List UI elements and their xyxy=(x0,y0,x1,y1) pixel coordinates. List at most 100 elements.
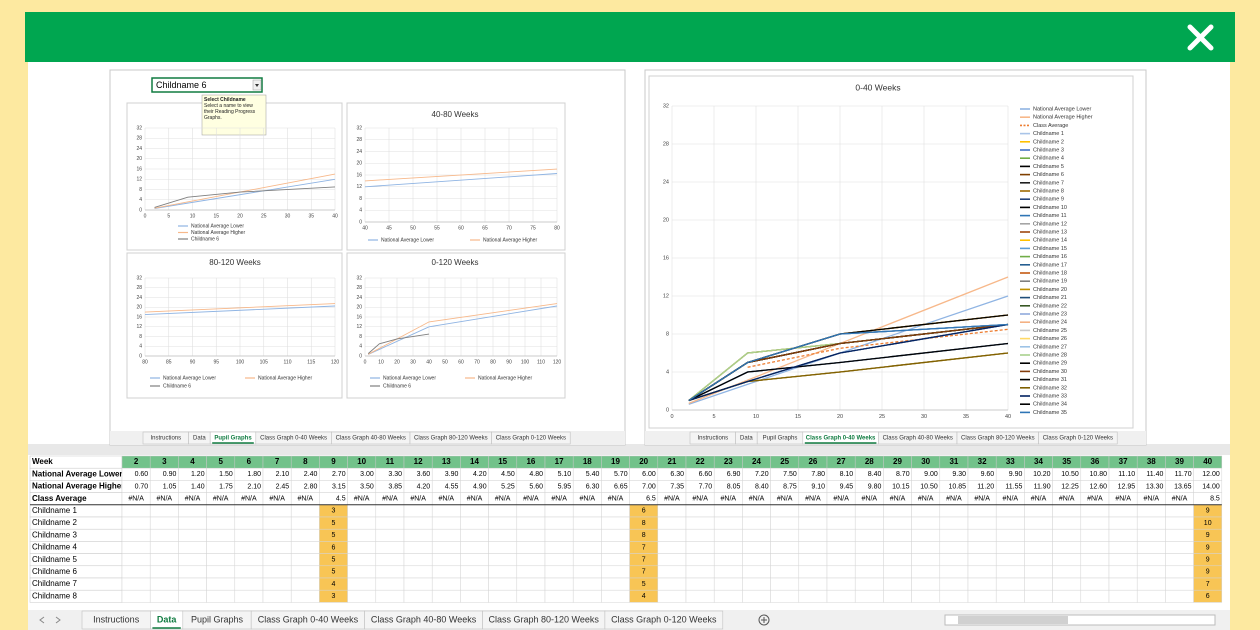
sheet-tab-label: Class Graph 40-80 Weeks xyxy=(371,614,477,624)
legend-label: National Average Higher xyxy=(258,375,312,381)
cell-value: 4 xyxy=(332,581,336,588)
tooltip-title: Select Childname xyxy=(204,97,246,103)
cell-value: 4.90 xyxy=(473,483,487,490)
cell xyxy=(178,516,207,530)
scrollbar[interactable] xyxy=(944,614,1216,626)
cell-value: 6.5 xyxy=(646,496,656,503)
cell-value: 3 xyxy=(332,593,336,600)
legend-label: Childname 19 xyxy=(1033,279,1067,285)
cell xyxy=(460,504,489,518)
series-line xyxy=(144,305,336,316)
legend-label: National Average Higher xyxy=(1033,115,1093,121)
legend-label: National Average Lower xyxy=(381,237,434,243)
cell-value: #N/A xyxy=(1172,496,1188,503)
sheet-tab[interactable] xyxy=(1038,431,1118,445)
x-tick-label: 5 xyxy=(167,213,170,219)
chart-frame xyxy=(126,252,343,399)
x-tick-label: 10 xyxy=(378,359,384,365)
dropdown[interactable] xyxy=(151,77,263,93)
tooltip-body: Select Childname Select a name to view t… xyxy=(204,97,255,121)
cell xyxy=(1024,553,1053,567)
cell-value: 10.50 xyxy=(920,483,938,490)
y-tick-label: 20 xyxy=(136,305,142,311)
cell-value: #N/A xyxy=(721,496,737,503)
header-label: Week xyxy=(32,457,53,466)
cell-value: 6.65 xyxy=(614,483,628,490)
x-tick-label: 60 xyxy=(458,225,464,231)
row-label: Childname 8 xyxy=(32,591,77,600)
sheet-tab-label: Class Graph 0-40 Weeks xyxy=(806,436,876,442)
cell xyxy=(1080,504,1110,518)
cell xyxy=(883,565,912,579)
cell xyxy=(121,565,151,579)
cell xyxy=(911,528,941,542)
cell xyxy=(826,541,856,554)
cell xyxy=(967,504,997,518)
sheet-tab-label: Class Graph 80-120 Weeks xyxy=(414,436,488,442)
header-bar xyxy=(25,12,1235,62)
close-button[interactable] xyxy=(1187,24,1214,51)
cell-value: 9 xyxy=(1206,532,1210,539)
legend-label: Childname 28 xyxy=(1033,352,1067,358)
week-header: 15 xyxy=(498,457,507,466)
cell xyxy=(798,504,828,518)
sheet-tab[interactable] xyxy=(491,431,571,445)
cell xyxy=(206,565,236,579)
cell-value: 9.30 xyxy=(952,471,966,478)
sheet-tab-label: Pupil Graphs xyxy=(214,436,252,442)
cell xyxy=(403,541,433,554)
x-tick-label: 35 xyxy=(963,414,969,420)
cell xyxy=(347,577,377,591)
cell xyxy=(1108,589,1138,603)
cell-value: 11.55 xyxy=(1005,483,1022,490)
cell-value: 9.90 xyxy=(1009,471,1023,478)
cell-value: #N/A xyxy=(213,496,229,503)
row-label: Childname 3 xyxy=(32,530,77,539)
cell-value: 3.60 xyxy=(417,471,431,478)
x-tick-label: 70 xyxy=(474,359,480,365)
tab-nav[interactable] xyxy=(39,616,61,624)
cell xyxy=(685,553,715,567)
cell-value: 2.10 xyxy=(247,483,261,490)
cell-value: 8 xyxy=(642,520,646,527)
scrollbar-thumb[interactable] xyxy=(958,616,1068,624)
cell xyxy=(995,553,1025,567)
series-line xyxy=(154,173,336,209)
week-header: 28 xyxy=(865,457,874,466)
cell xyxy=(1052,516,1082,530)
cell xyxy=(1024,516,1053,530)
series-line xyxy=(747,328,1009,368)
legend-label: Childname 31 xyxy=(1033,377,1067,383)
cell xyxy=(657,577,687,591)
add-sheet-button[interactable] xyxy=(758,614,770,626)
y-tick-label: 12 xyxy=(356,184,362,190)
cell xyxy=(347,516,377,530)
cell xyxy=(431,565,461,579)
cell-value: #N/A xyxy=(382,496,398,503)
cell xyxy=(488,528,518,542)
sheet-tab-label: Class Graph 0-40 Weeks xyxy=(258,614,359,624)
cell xyxy=(544,541,574,554)
cell xyxy=(516,516,546,530)
sheet-tab[interactable] xyxy=(604,610,724,630)
cell-value: 12.60 xyxy=(1089,483,1107,490)
cell xyxy=(1165,553,1194,567)
cell xyxy=(347,504,377,518)
cell xyxy=(460,553,489,567)
cell xyxy=(601,589,630,603)
cell xyxy=(826,516,856,530)
legend-label: Childname 9 xyxy=(1033,197,1064,203)
cell xyxy=(713,516,743,530)
cell xyxy=(1108,504,1138,518)
cell xyxy=(1136,553,1166,567)
legend-label: Childname 11 xyxy=(1033,213,1067,219)
cell-value: 8.40 xyxy=(755,483,769,490)
cell xyxy=(206,528,236,542)
cell xyxy=(1080,589,1110,603)
cell xyxy=(262,516,292,530)
cell xyxy=(1080,541,1110,554)
cell-value: #N/A xyxy=(1115,496,1131,503)
sheet-tab-label: Class Graph 0-40 Weeks xyxy=(260,436,327,442)
cell-value: 8.05 xyxy=(727,483,741,490)
legend-label: Childname 6 xyxy=(163,383,191,389)
